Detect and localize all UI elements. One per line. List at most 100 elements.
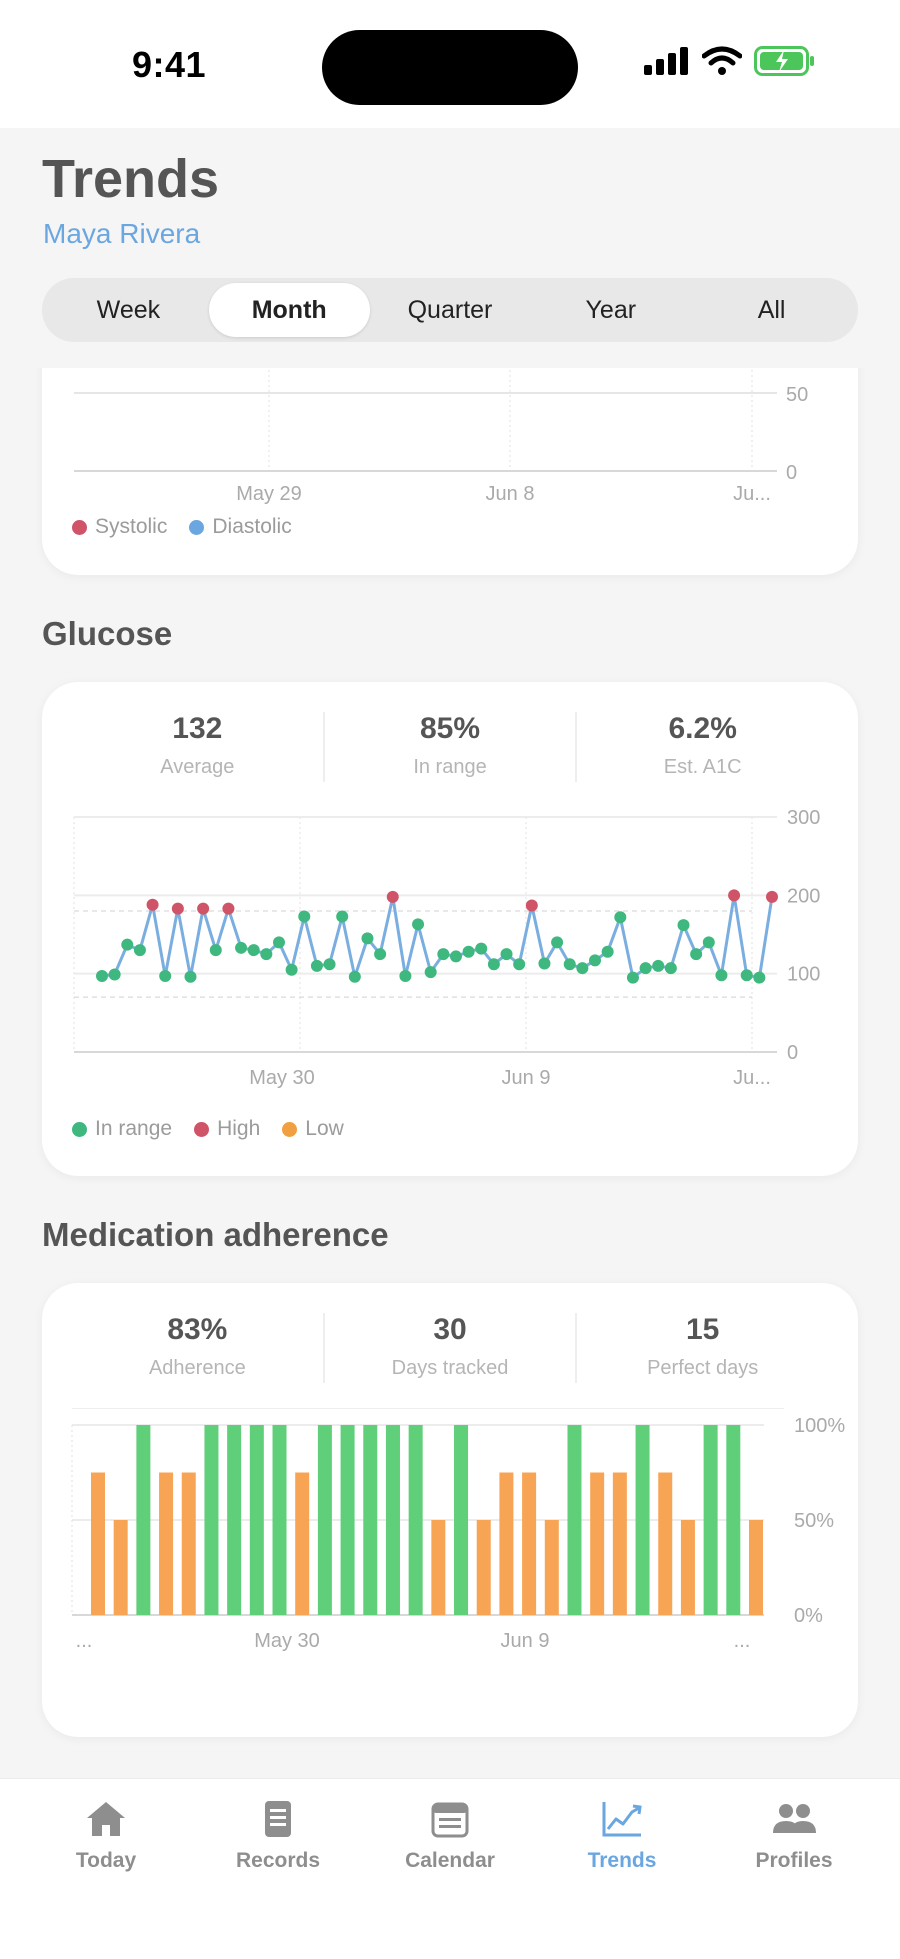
glucose-point [159,970,172,983]
legend-label: Diastolic [212,515,292,538]
glucose-point [171,902,184,915]
adherence-bar [499,1472,514,1615]
legend-label: Low [305,1117,344,1140]
tab-profiles[interactable]: Profiles [708,1799,880,1959]
glucose-point [437,948,450,961]
adherence-bar [340,1425,355,1615]
glucose-point [399,970,412,983]
glucose-point [386,890,399,903]
glucose-point [601,945,614,958]
glucose-point [614,911,627,924]
glucose-point [715,969,728,982]
systolic-dot [72,519,87,535]
glucose-point [551,936,564,949]
adherence-bar [567,1425,582,1615]
period-month[interactable]: Month [208,283,370,337]
tab-trends[interactable]: Trends [536,1799,708,1959]
glucose-chart: 300 200 100 0 May 30 Jun 9 Ju... [73,807,820,1089]
legend-item-diastolic: Diastolic [189,515,292,539]
adherence-bar [476,1520,491,1615]
stat-average: 132 Average [72,712,325,782]
period-week[interactable]: Week [96,295,161,324]
blood-pressure-chart: 50 0 May 29 Jun 8 Ju... [74,345,808,505]
stat-label: Perfect days [647,1357,759,1379]
adherence-bar [204,1425,219,1615]
glucose-point [563,958,576,971]
glucose-point [576,962,589,975]
tab-calendar[interactable]: Calendar [364,1799,536,1959]
adherence-bar [635,1425,650,1615]
glucose-point [146,898,159,911]
tab-today[interactable]: Today [20,1799,192,1959]
adherence-bar [113,1520,128,1615]
tab-records[interactable]: Records [192,1799,364,1959]
adherence-bar [317,1425,332,1615]
glucose-point [728,889,741,902]
glucose-point [235,941,248,954]
adherence-bar [408,1425,423,1615]
page-title: Trends [42,149,220,209]
medication-card[interactable]: 83% Adherence 30 Days tracked 15 Perfect… [42,1283,858,1737]
period-all[interactable]: All [757,295,786,324]
glucose-point [133,944,146,957]
y-tick-label: 0% [794,1605,823,1627]
x-tick-label: Ju... [733,483,771,505]
adherence-bar [363,1425,378,1615]
adherence-bar [680,1520,695,1615]
adherence-bar [612,1472,627,1615]
adherence-bar [749,1520,763,1615]
glucose-stats: 132 Average 85% In range 6.2% Est. A1C [72,712,828,782]
status-icons [644,46,816,76]
page-header: Trends Maya Rivera Week Month Quarter Ye… [0,128,900,368]
profile-name-link[interactable]: Maya Rivera [43,218,201,249]
glucose-point [639,962,652,975]
stat-value: 15 [685,1313,720,1346]
glucose-point [475,942,488,955]
document-icon [265,1801,291,1837]
stat-label: Est. A1C [663,756,742,778]
chart-icon [602,1802,642,1837]
glucose-point [197,902,210,915]
glucose-point [740,969,753,982]
glucose-point [323,958,336,971]
stat-days-tracked: 30 Days tracked [325,1313,578,1383]
legend-item-in-range: In range [72,1117,172,1141]
glucose-point [361,932,374,945]
glucose-point [766,890,778,903]
period-year[interactable]: Year [585,295,637,324]
medication-section-title: Medication adherence [42,1216,389,1253]
stat-label: Days tracked [391,1357,509,1379]
y-tick-label: 100% [794,1415,845,1437]
glucose-point [184,970,197,983]
glucose-point [424,966,437,979]
adherence-bar [658,1472,673,1615]
glucose-section-title: Glucose [42,615,173,652]
glucose-card[interactable]: 132 Average 85% In range 6.2% Est. A1C 3… [42,682,858,1176]
adherence-bar [227,1425,242,1615]
cellular-signal-icon [644,47,688,75]
wifi-icon [702,46,742,75]
stat-adherence: 83% Adherence [72,1313,325,1383]
y-tick-label: 200 [787,885,820,907]
adherence-bar [726,1425,741,1615]
legend-label: In range [95,1117,173,1140]
glucose-point [412,918,425,931]
y-tick-label: 50% [794,1510,834,1532]
stat-value: 30 [433,1313,467,1346]
period-quarter[interactable]: Quarter [407,295,493,324]
tab-label: Calendar [405,1849,495,1872]
house-icon [87,1802,125,1836]
low-dot [282,1121,298,1137]
stat-perfect-days: 15 Perfect days [577,1313,828,1383]
glucose-point [677,919,690,932]
adherence-bar [454,1425,469,1615]
adherence-bar [385,1425,400,1615]
glucose-point [702,936,715,949]
y-tick-label: 100 [787,964,820,986]
x-tick-label: May 29 [236,483,302,505]
x-tick-label: Jun 9 [502,1067,551,1089]
tab-label: Records [235,1849,321,1872]
adherence-bar [181,1472,196,1615]
stat-value: 83% [167,1313,228,1346]
legend-label: High [217,1117,261,1140]
